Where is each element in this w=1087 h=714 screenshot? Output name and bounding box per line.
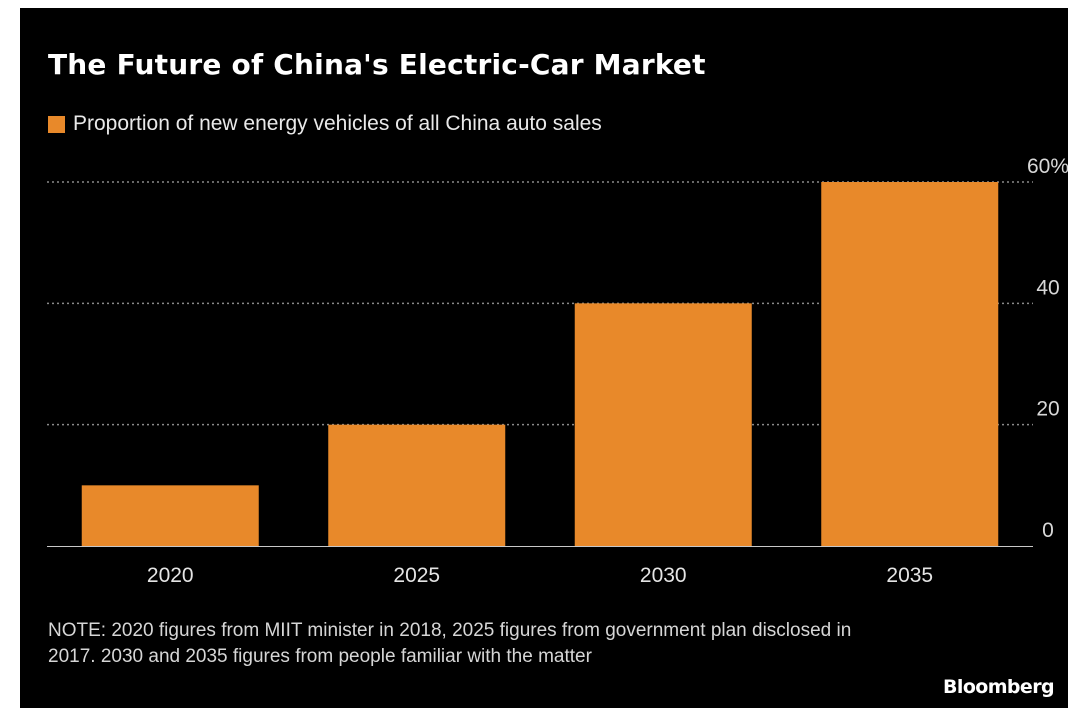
chart-title: The Future of China's Electric-Car Marke… bbox=[48, 48, 706, 81]
x-tick-label: 2030 bbox=[640, 564, 687, 587]
bar-2030 bbox=[574, 303, 752, 546]
axes: 0 20 40 60% 2020 2025 2030 2035 bbox=[47, 155, 1068, 587]
footnote: NOTE: 2020 figures from MIIT minister in… bbox=[48, 620, 852, 667]
chart-card: The Future of China's Electric-Car Marke… bbox=[20, 8, 1068, 708]
y-tick-label: 40 bbox=[1036, 276, 1059, 299]
x-tick-label: 2025 bbox=[393, 564, 440, 587]
x-tick-label: 2020 bbox=[147, 564, 194, 587]
y-tick-label: 20 bbox=[1036, 398, 1059, 421]
x-tick-label: 2035 bbox=[886, 564, 933, 587]
y-tick-label: 60% bbox=[1027, 155, 1068, 178]
bar-2020 bbox=[81, 485, 259, 546]
bar-2025 bbox=[328, 424, 506, 546]
y-tick-label: 0 bbox=[1042, 519, 1054, 542]
bar-2035 bbox=[821, 182, 999, 546]
legend-swatch bbox=[48, 115, 65, 133]
bars bbox=[81, 182, 999, 546]
bar-chart: 0 20 40 60% 2020 2025 2030 2035 bbox=[47, 155, 1068, 587]
legend: Proportion of new energy vehicles of all… bbox=[48, 112, 602, 136]
bloomberg-logo: Bloomberg bbox=[943, 676, 1055, 698]
legend-label: Proportion of new energy vehicles of all… bbox=[73, 112, 602, 135]
